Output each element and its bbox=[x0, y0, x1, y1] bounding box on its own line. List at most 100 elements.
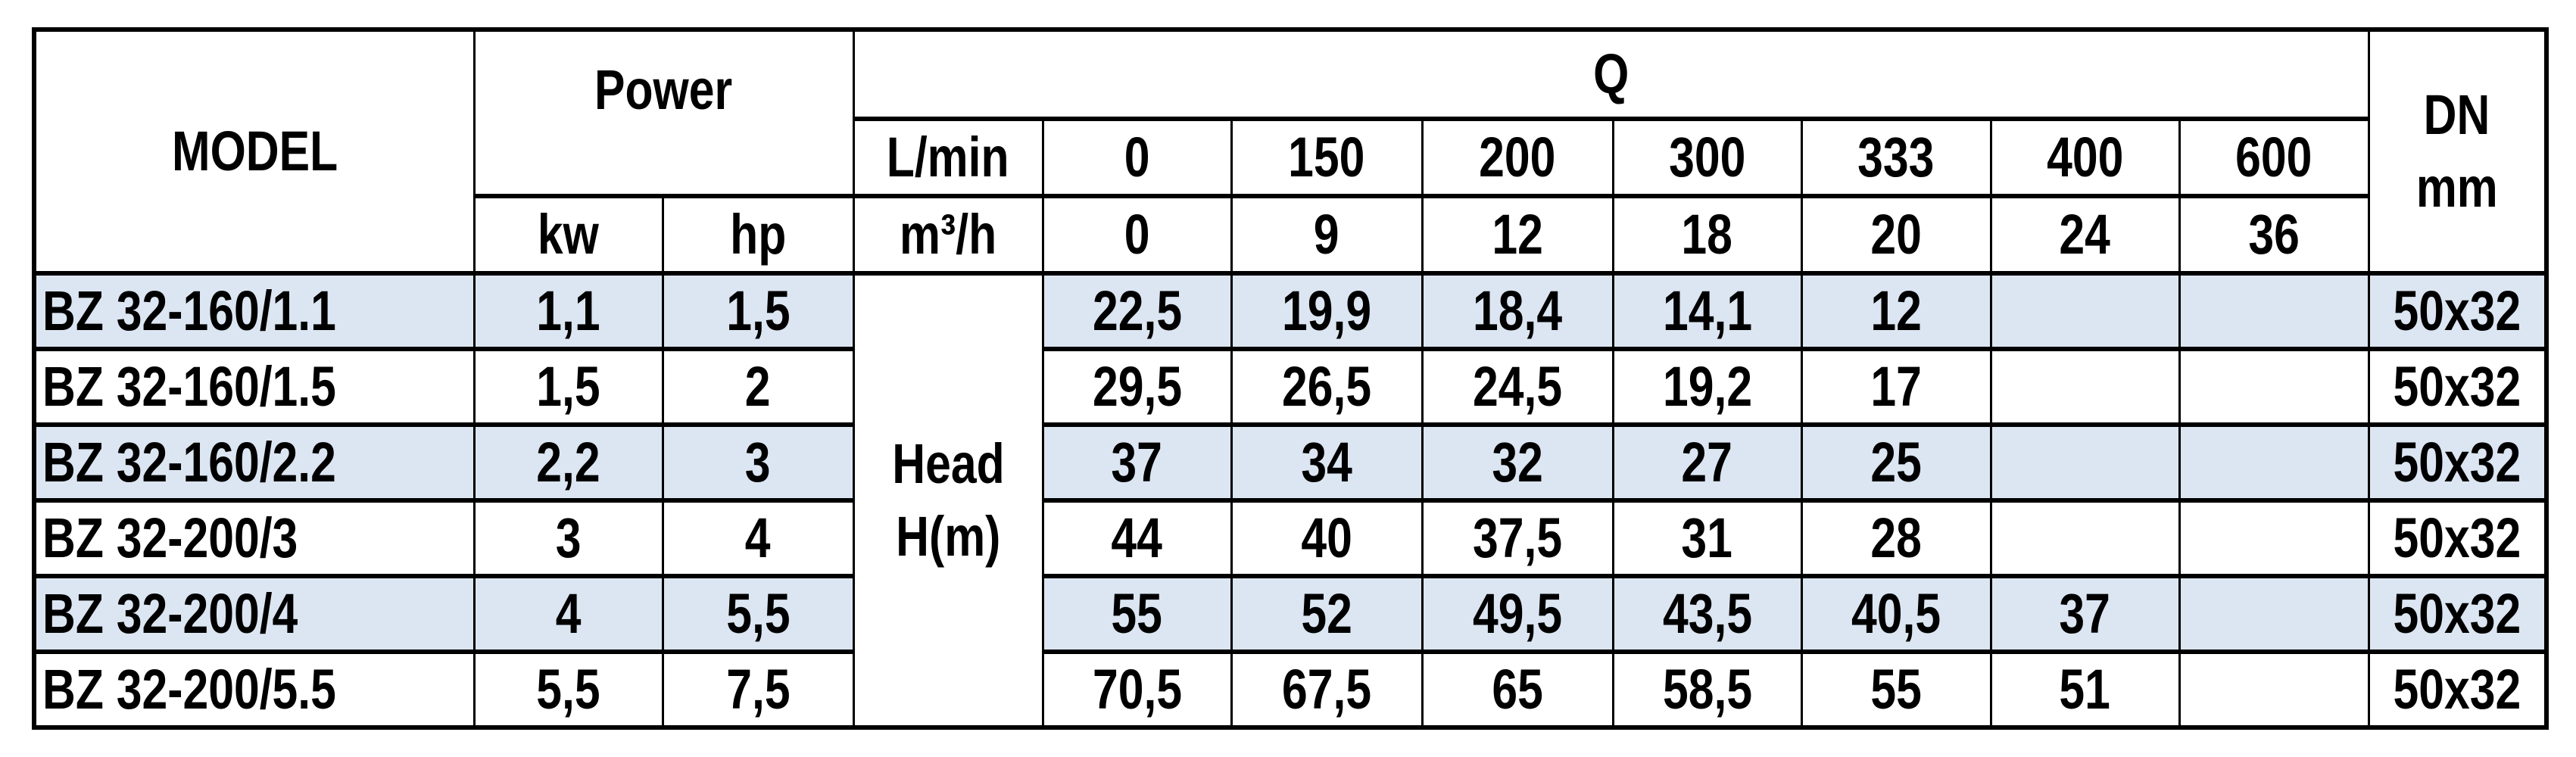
head-value bbox=[2178, 499, 2370, 578]
head-value-text: 65 bbox=[1492, 658, 1543, 721]
head-value-text: 37 bbox=[1111, 431, 1163, 494]
model-cell: BZ 32-160/2.2 bbox=[33, 423, 476, 502]
flow-m3h-4-text: 20 bbox=[1870, 203, 1922, 266]
flow-lmin-5-text: 400 bbox=[2046, 126, 2124, 188]
head-value: 25 bbox=[1800, 423, 1992, 502]
kw-cell: 4 bbox=[472, 575, 664, 653]
flow-m3h-2: 12 bbox=[1421, 195, 1614, 276]
unit-m3h-text: m³/h bbox=[899, 203, 997, 266]
head-value: 19,2 bbox=[1611, 347, 1803, 426]
head-value: 55 bbox=[1800, 650, 1992, 729]
flow-lmin-4: 333 bbox=[1800, 117, 1992, 198]
hp-cell-text: 7,5 bbox=[725, 658, 791, 721]
hp-cell-text: 2 bbox=[745, 355, 771, 418]
head-value: 58,5 bbox=[1611, 650, 1803, 729]
hp-cell-text: 1,5 bbox=[725, 279, 791, 342]
head-value-text: 19,9 bbox=[1281, 279, 1372, 342]
kw-cell-text: 4 bbox=[555, 582, 582, 645]
head-value: 43,5 bbox=[1611, 575, 1803, 653]
head-value-text: 26,5 bbox=[1281, 355, 1372, 418]
dn-header-line1: DN bbox=[2423, 83, 2490, 146]
q-header: Q bbox=[852, 28, 2370, 121]
head-value-text: 34 bbox=[1301, 431, 1352, 494]
flow-m3h-5: 24 bbox=[1989, 195, 2181, 276]
model-cell: BZ 32-200/3 bbox=[33, 499, 476, 578]
dn-cell-text: 50x32 bbox=[2393, 582, 2521, 645]
dn-cell: 50x32 bbox=[2367, 272, 2548, 350]
head-value-text: 18,4 bbox=[1472, 279, 1563, 342]
head-value: 17 bbox=[1800, 347, 1992, 426]
kw-cell: 1,5 bbox=[472, 347, 664, 426]
flow-m3h-2-text: 12 bbox=[1492, 203, 1543, 266]
head-value-text: 32 bbox=[1492, 431, 1543, 494]
flow-m3h-6: 36 bbox=[2178, 195, 2370, 276]
flow-lmin-6: 600 bbox=[2178, 117, 2370, 198]
head-value: 44 bbox=[1041, 499, 1233, 578]
head-value-text: 37,5 bbox=[1472, 506, 1563, 569]
head-value: 14,1 bbox=[1611, 272, 1803, 350]
hp-cell: 1,5 bbox=[661, 272, 855, 350]
unit-lmin: L/min bbox=[852, 117, 1044, 198]
pump-performance-table: MODEL Power Q DN mm L/min 0 150 200 300 333 40… bbox=[32, 27, 2549, 730]
model-cell: BZ 32-160/1.1 bbox=[33, 272, 476, 350]
dn-cell-text: 50x32 bbox=[2393, 506, 2521, 569]
head-value-text: 22,5 bbox=[1092, 279, 1182, 342]
table-row: BZ 32-160/1.1 1,1 1,5 Head H(m) 22,5 19,9 18,4 1… bbox=[33, 272, 2548, 729]
head-value: 24,5 bbox=[1421, 347, 1614, 426]
dn-cell: 50x32 bbox=[2367, 347, 2548, 426]
head-value: 49,5 bbox=[1421, 575, 1614, 653]
kw-cell-text: 1,1 bbox=[536, 279, 600, 342]
flow-lmin-3-text: 300 bbox=[1668, 126, 1746, 188]
head-value: 19,9 bbox=[1230, 272, 1424, 350]
head-value-text: 55 bbox=[1111, 582, 1163, 645]
head-value-text: 27 bbox=[1681, 431, 1733, 494]
head-value: 12 bbox=[1800, 272, 1992, 350]
head-value: 51 bbox=[1989, 650, 2181, 729]
hp-cell: 7,5 bbox=[661, 650, 855, 729]
flow-lmin-3: 300 bbox=[1611, 117, 1803, 198]
head-value bbox=[2178, 423, 2370, 502]
head-value: 70,5 bbox=[1041, 650, 1233, 729]
hp-cell: 4 bbox=[661, 499, 855, 578]
flow-m3h-0-text: 0 bbox=[1124, 203, 1150, 266]
head-value: 31 bbox=[1611, 499, 1803, 578]
flow-m3h-5-text: 24 bbox=[2059, 203, 2111, 266]
flow-m3h-0: 0 bbox=[1041, 195, 1233, 276]
head-value-text: 40,5 bbox=[1851, 582, 1941, 645]
flow-m3h-3-text: 18 bbox=[1681, 203, 1733, 266]
kw-header: kw bbox=[472, 195, 664, 276]
hp-cell-text: 5,5 bbox=[725, 582, 791, 645]
head-value: 29,5 bbox=[1041, 347, 1233, 426]
flow-m3h-4: 20 bbox=[1800, 195, 1992, 276]
power-header: Power bbox=[472, 28, 855, 198]
head-value bbox=[1989, 272, 2181, 350]
head-value-text: 52 bbox=[1301, 582, 1352, 645]
kw-cell-text: 1,5 bbox=[536, 355, 600, 418]
head-value: 52 bbox=[1230, 575, 1424, 653]
head-value-text: 44 bbox=[1111, 506, 1163, 569]
table-row: BZ 32-200/5.5 5,5 7,5 70,5 67,5 65 58,5 55 51 50x… bbox=[33, 650, 2548, 729]
head-value-text: 29,5 bbox=[1092, 355, 1182, 418]
head-value-text: 17 bbox=[1870, 355, 1922, 418]
head-label-line2: H(m) bbox=[895, 505, 1001, 568]
head-value-text: 14,1 bbox=[1662, 279, 1752, 342]
flow-lmin-2-text: 200 bbox=[1479, 126, 1556, 188]
head-value-text: 37 bbox=[2059, 582, 2111, 645]
head-value: 27 bbox=[1611, 423, 1803, 502]
dn-cell-text: 50x32 bbox=[2393, 279, 2521, 342]
head-value: 22,5 bbox=[1041, 272, 1233, 350]
hp-cell: 5,5 bbox=[661, 575, 855, 653]
kw-cell: 5,5 bbox=[472, 650, 664, 729]
model-cell: BZ 32-160/1.5 bbox=[33, 347, 476, 426]
flow-lmin-1: 150 bbox=[1230, 117, 1424, 198]
dn-cell-text: 50x32 bbox=[2393, 658, 2521, 721]
model-cell-text: BZ 32-160/1.5 bbox=[42, 355, 336, 418]
dn-cell: 50x32 bbox=[2367, 650, 2548, 729]
flow-lmin-4-text: 333 bbox=[1857, 126, 1935, 188]
hp-header: hp bbox=[661, 195, 855, 276]
kw-cell-text: 2,2 bbox=[536, 431, 600, 494]
head-value-text: 28 bbox=[1870, 506, 1922, 569]
dn-header: DN mm bbox=[2367, 28, 2548, 276]
head-value-text: 12 bbox=[1870, 279, 1922, 342]
head-value: 65 bbox=[1421, 650, 1614, 729]
